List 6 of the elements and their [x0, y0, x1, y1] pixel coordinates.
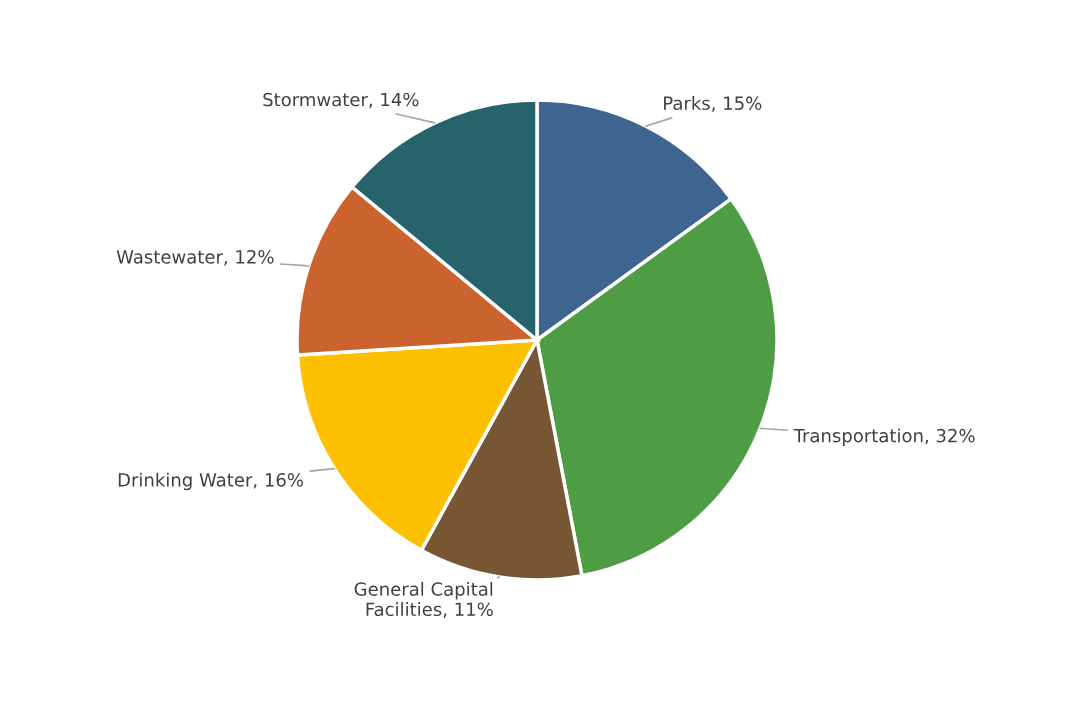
slice-label: Transportation, 32%: [793, 428, 975, 446]
slice-label: Drinking Water, 16%: [118, 472, 303, 491]
slice-label: Stormwater, 14%: [263, 92, 419, 109]
slice-label: Parks, 15%: [664, 96, 762, 112]
slice-label: General Capital Facilities, 11%: [354, 581, 493, 618]
slice-label: Wastewater, 12%: [116, 250, 274, 266]
